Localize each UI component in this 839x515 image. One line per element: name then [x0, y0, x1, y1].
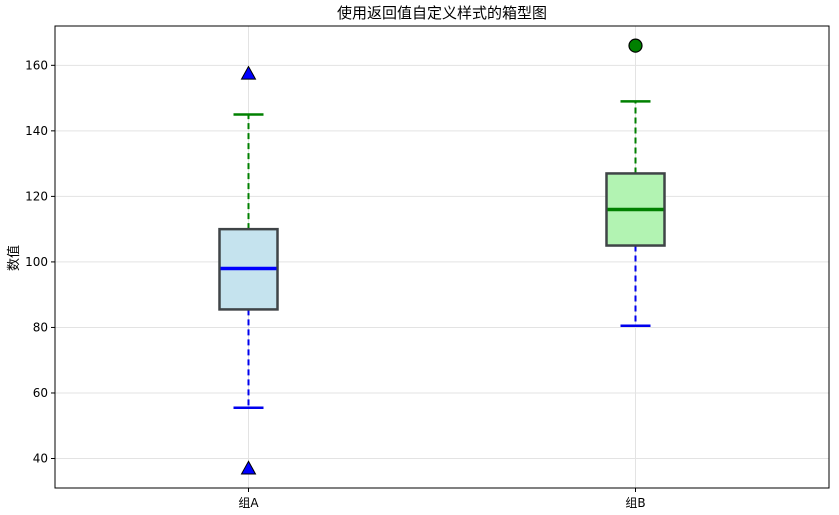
outlier-point: [240, 65, 257, 80]
x-tick-label: 组A: [238, 496, 259, 510]
grid-lines: [55, 26, 829, 488]
y-tick-label: 160: [25, 58, 48, 72]
y-tick-label: 100: [25, 255, 48, 269]
plot-frame: [54, 25, 830, 489]
y-tick-label: 140: [25, 124, 48, 138]
plot-marks: [218, 38, 666, 475]
outlier-point: [628, 38, 643, 53]
y-tick-label: 60: [33, 386, 48, 400]
y-tick-label: 120: [25, 189, 48, 203]
chart-title: 使用返回值自定义样式的箱型图: [337, 4, 547, 22]
axes: 40 60 80 100 120 140 160 组A 组B: [25, 25, 830, 510]
box-group: [605, 38, 666, 328]
y-tick-label: 40: [33, 452, 48, 466]
y-tick-label: 80: [33, 320, 48, 334]
x-tick-label: 组B: [625, 496, 645, 510]
outlier-point: [240, 460, 257, 475]
box-group: [218, 65, 279, 475]
y-axis-label: 数值: [6, 245, 22, 271]
